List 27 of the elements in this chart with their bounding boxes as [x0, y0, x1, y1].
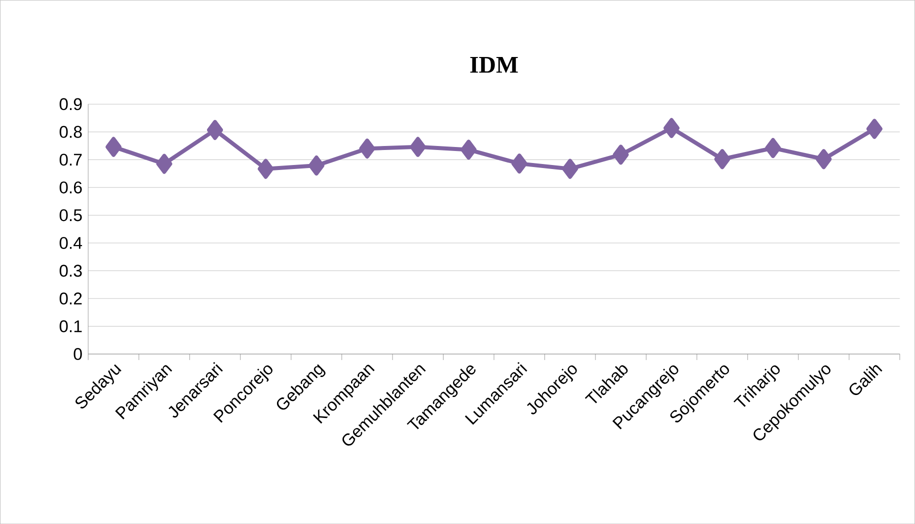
point — [308, 155, 324, 176]
point — [562, 158, 578, 179]
point — [816, 149, 832, 170]
point — [359, 138, 376, 158]
y-tick-label: 0 — [74, 348, 82, 360]
point — [714, 149, 730, 170]
y-tick-label: 0.3 — [60, 264, 82, 277]
point — [460, 140, 477, 160]
point — [764, 138, 781, 158]
chart-title: IDM — [470, 56, 518, 73]
point — [664, 118, 680, 138]
point — [866, 118, 882, 139]
y-tick-label: 0.9 — [60, 98, 82, 110]
point — [511, 154, 528, 174]
point — [106, 136, 122, 157]
point — [206, 120, 223, 140]
y-tick-label: 0.6 — [60, 181, 82, 194]
y-tick-label: 0.5 — [60, 209, 82, 222]
point — [156, 154, 172, 174]
y-tick-label: 0.4 — [60, 236, 82, 249]
point — [410, 136, 426, 157]
point — [258, 158, 274, 179]
y-tick-label: 0.1 — [60, 320, 82, 332]
y-tick-label: 0.2 — [60, 292, 82, 304]
point — [612, 144, 629, 165]
y-tick-label: 0.8 — [60, 126, 82, 138]
y-tick-label: 0.7 — [60, 154, 82, 166]
